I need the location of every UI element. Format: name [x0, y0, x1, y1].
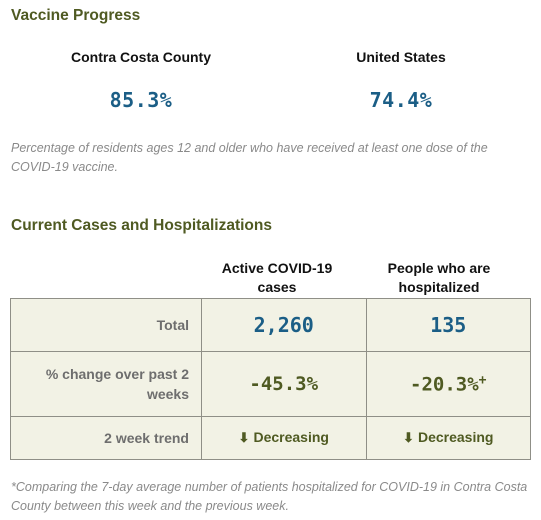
cases-title: Current Cases and Hospitalizations	[11, 217, 272, 234]
arrow-down-icon: ⬇	[403, 429, 414, 445]
row-label-trend: 2 week trend	[10, 415, 202, 461]
table-row-trend: 2 week trend ⬇ Decreasing ⬇ Decreasing	[10, 415, 531, 461]
column-header-active-cases: Active COVID-19 cases	[221, 260, 333, 295]
arrow-down-icon: ⬇	[238, 429, 250, 445]
footnote-mark: +	[478, 372, 487, 388]
table-row-change: % change over past 2 weeks -45.3% -20.3%…	[10, 351, 531, 417]
us-name: United States	[356, 49, 446, 65]
us-vaccine-stat: United States 74.4%	[301, 49, 501, 112]
cell-total-hospitalized: 135	[365, 297, 531, 353]
change-hospitalized-value: -20.3%	[410, 373, 479, 396]
cell-trend-hospitalized: ⬇ Decreasing	[365, 415, 531, 461]
change-active-value: -45.3%	[249, 373, 319, 396]
row-label-change: % change over past 2 weeks	[10, 351, 202, 417]
row-label-total: Total	[10, 297, 202, 353]
column-header-hospitalized: People who are hospitalized	[387, 260, 491, 295]
total-hospitalized-value: 135	[430, 313, 467, 338]
hospitalization-footnote: *Comparing the 7-day average number of p…	[11, 480, 528, 513]
county-vaccine-value: 85.3%	[109, 88, 173, 112]
county-name: Contra Costa County	[71, 49, 211, 65]
us-vaccine-value: 74.4%	[369, 88, 433, 112]
cases-table: Total 2,260 135 % change over past 2 wee…	[10, 297, 531, 461]
cell-change-active: -45.3%	[201, 351, 367, 417]
table-row-total: Total 2,260 135	[10, 297, 531, 353]
trend-hospitalized-value: Decreasing	[417, 428, 494, 445]
cell-trend-active: ⬇ Decreasing	[201, 415, 367, 461]
vaccine-note: Percentage of residents ages 12 and olde…	[11, 141, 488, 174]
vaccine-progress-title: Vaccine Progress	[11, 7, 141, 24]
total-active-value: 2,260	[253, 313, 314, 338]
county-vaccine-stat: Contra Costa County 85.3%	[41, 49, 241, 112]
trend-active-value: Decreasing	[253, 428, 329, 445]
cell-change-hospitalized: -20.3%+	[365, 351, 531, 417]
cell-total-active: 2,260	[201, 297, 367, 353]
